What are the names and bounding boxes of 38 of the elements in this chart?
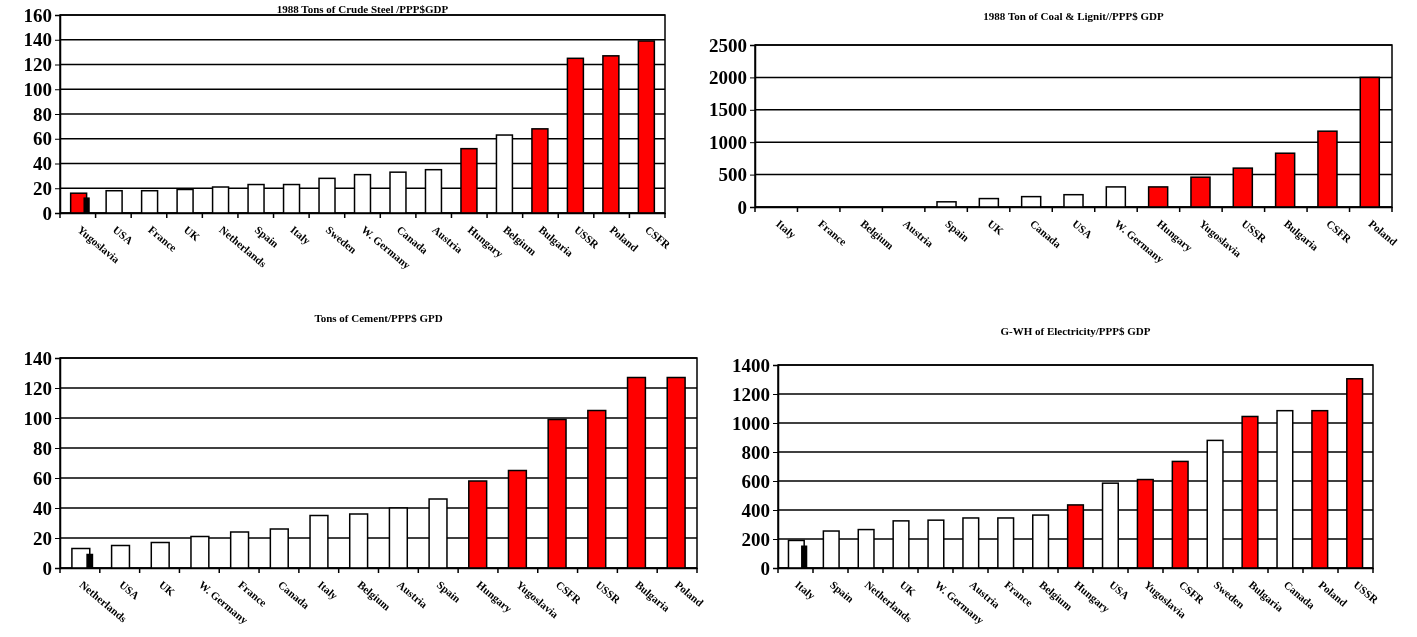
x-tick-label: UK bbox=[181, 223, 203, 244]
y-tick-label: 140 bbox=[23, 347, 52, 369]
y-tick-label: 1000 bbox=[732, 412, 770, 434]
y-tick-label: 200 bbox=[741, 528, 770, 550]
chart-title: G-WH of Electricity/PPP$ GDP bbox=[1000, 325, 1151, 337]
y-tick-label: 2000 bbox=[709, 66, 747, 88]
y-tick-label: 80 bbox=[33, 103, 52, 125]
y-tick-label: 600 bbox=[741, 470, 770, 492]
y-tick-label: 1500 bbox=[709, 99, 747, 121]
y-tick-label: 1200 bbox=[732, 383, 770, 405]
y-tick-label: 140 bbox=[23, 29, 52, 51]
y-tick-label: 1400 bbox=[732, 354, 770, 376]
y-tick-label: 40 bbox=[33, 153, 52, 175]
y-tick-label: 100 bbox=[23, 78, 52, 100]
y-tick-label: 60 bbox=[33, 467, 52, 489]
y-tick-label: 0 bbox=[760, 557, 770, 579]
x-tick-label: UK bbox=[985, 217, 1007, 238]
y-tick-label: 20 bbox=[33, 177, 52, 199]
y-tick-label: 1000 bbox=[709, 131, 747, 153]
y-tick-label: 120 bbox=[23, 377, 52, 399]
y-tick-label: 800 bbox=[741, 441, 770, 463]
chart-title: 1988 Tons of Crude Steel /PPP$GDP bbox=[276, 3, 449, 15]
chart-title: 1988 Ton of Coal & Lignit//PPP$ GDP bbox=[983, 10, 1164, 22]
y-tick-label: 0 bbox=[42, 557, 52, 579]
y-tick-label: 80 bbox=[33, 437, 52, 459]
y-tick-label: 120 bbox=[23, 54, 52, 76]
y-tick-label: 20 bbox=[33, 527, 52, 549]
x-tick-label: UK bbox=[156, 578, 178, 599]
y-tick-label: 0 bbox=[42, 202, 52, 224]
y-tick-label: 160 bbox=[23, 4, 52, 26]
y-tick-label: 0 bbox=[737, 196, 747, 218]
y-tick-label: 2500 bbox=[709, 34, 747, 56]
chart-title: Tons of Cement/PPP$ GPD bbox=[314, 312, 443, 324]
y-tick-label: 100 bbox=[23, 407, 52, 429]
y-tick-label: 400 bbox=[741, 499, 770, 521]
y-tick-label: 500 bbox=[718, 164, 747, 186]
y-tick-label: 40 bbox=[33, 497, 52, 519]
y-tick-label: 60 bbox=[33, 128, 52, 150]
